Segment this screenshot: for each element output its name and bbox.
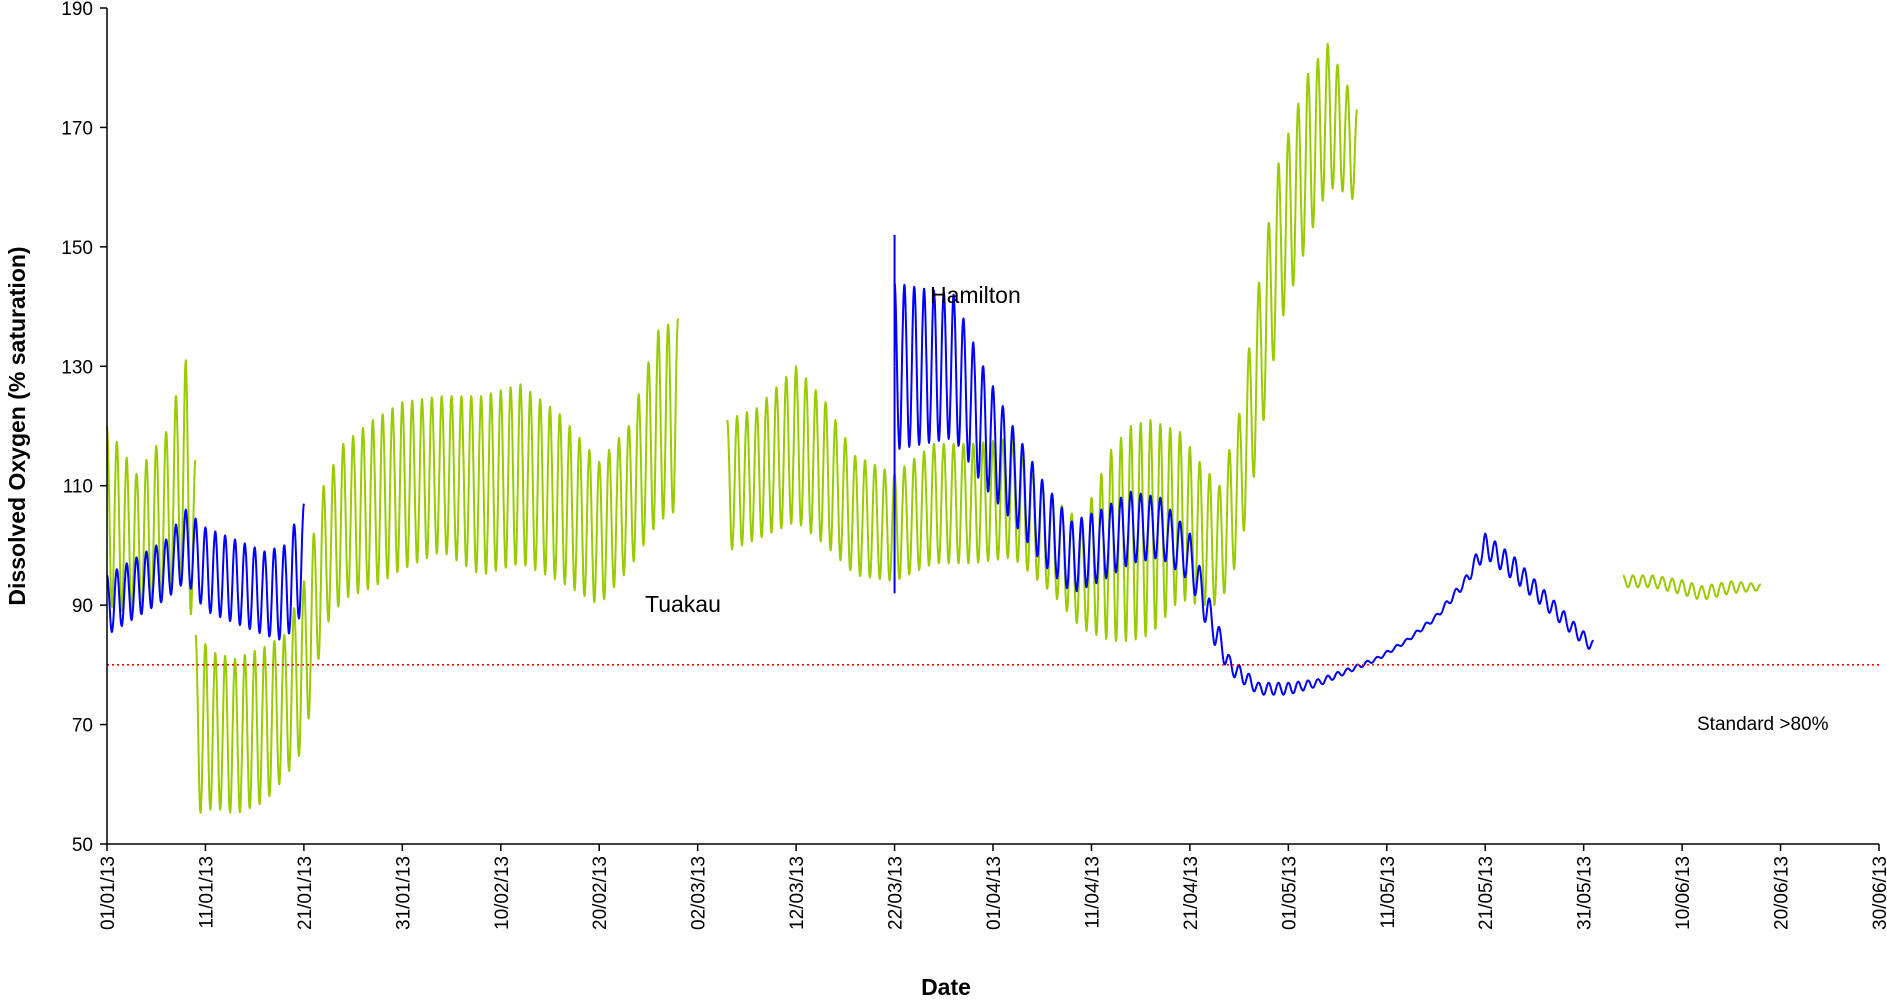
plot-area [107, 8, 1879, 844]
y-tick-label: 150 [61, 238, 93, 259]
y-tick-label: 190 [61, 0, 93, 20]
x-tick-label: 21/05/13 [1476, 856, 1497, 930]
x-tick-label: 31/05/13 [1575, 856, 1596, 930]
series-0-line-segment-3 [1622, 574, 1762, 601]
x-axis-title: Date [921, 974, 971, 1000]
series-1-line-segment-0 [106, 503, 305, 641]
x-tick-label: 12/03/13 [787, 856, 808, 930]
x-tick-label: 31/01/13 [393, 856, 414, 930]
x-tick-label: 30/06/13 [1870, 856, 1887, 930]
standard-label: Standard >80% [1697, 714, 1829, 735]
x-axis-ticks: 01/01/13 11/01/13 21/01/13 31/01/13 10/02/13… [98, 844, 1887, 930]
x-tick-label: 02/03/13 [689, 856, 710, 930]
x-tick-label: 21/04/13 [1181, 856, 1202, 930]
y-tick-label: 90 [72, 596, 93, 617]
y-tick-label: 70 [72, 716, 93, 737]
x-tick-label: 21/01/13 [295, 856, 316, 930]
x-tick-label: 01/04/13 [984, 856, 1005, 930]
x-tick-label: 01/05/13 [1279, 856, 1300, 930]
y-axis-title: Dissolved Oxygen (% saturation) [4, 246, 30, 605]
x-tick-label: 11/01/13 [196, 856, 217, 929]
x-tick-label: 11/04/13 [1082, 856, 1103, 929]
series-0-line-segment-1 [194, 318, 679, 814]
y-tick-label: 50 [72, 835, 93, 856]
series-1-line-segment-1 [893, 282, 1595, 696]
y-tick-label: 130 [61, 357, 93, 378]
series-layer [106, 42, 1762, 814]
x-tick-label: 10/06/13 [1673, 856, 1694, 930]
annotation-tuakau: Tuakau [645, 591, 721, 617]
x-tick-label: 22/03/13 [886, 856, 907, 930]
x-tick-label: 20/02/13 [590, 856, 611, 930]
x-tick-label: 11/05/13 [1378, 856, 1399, 929]
y-tick-label: 110 [63, 477, 93, 498]
x-tick-label: 20/06/13 [1772, 856, 1793, 930]
x-tick-label: 01/01/13 [98, 856, 119, 930]
x-tick-label: 10/02/13 [492, 856, 513, 930]
annotation-hamilton: Hamilton [930, 282, 1021, 308]
y-tick-label: 170 [61, 118, 93, 139]
y-axis-ticks: 50 70 90 110 130 150 170 190 [61, 0, 107, 856]
